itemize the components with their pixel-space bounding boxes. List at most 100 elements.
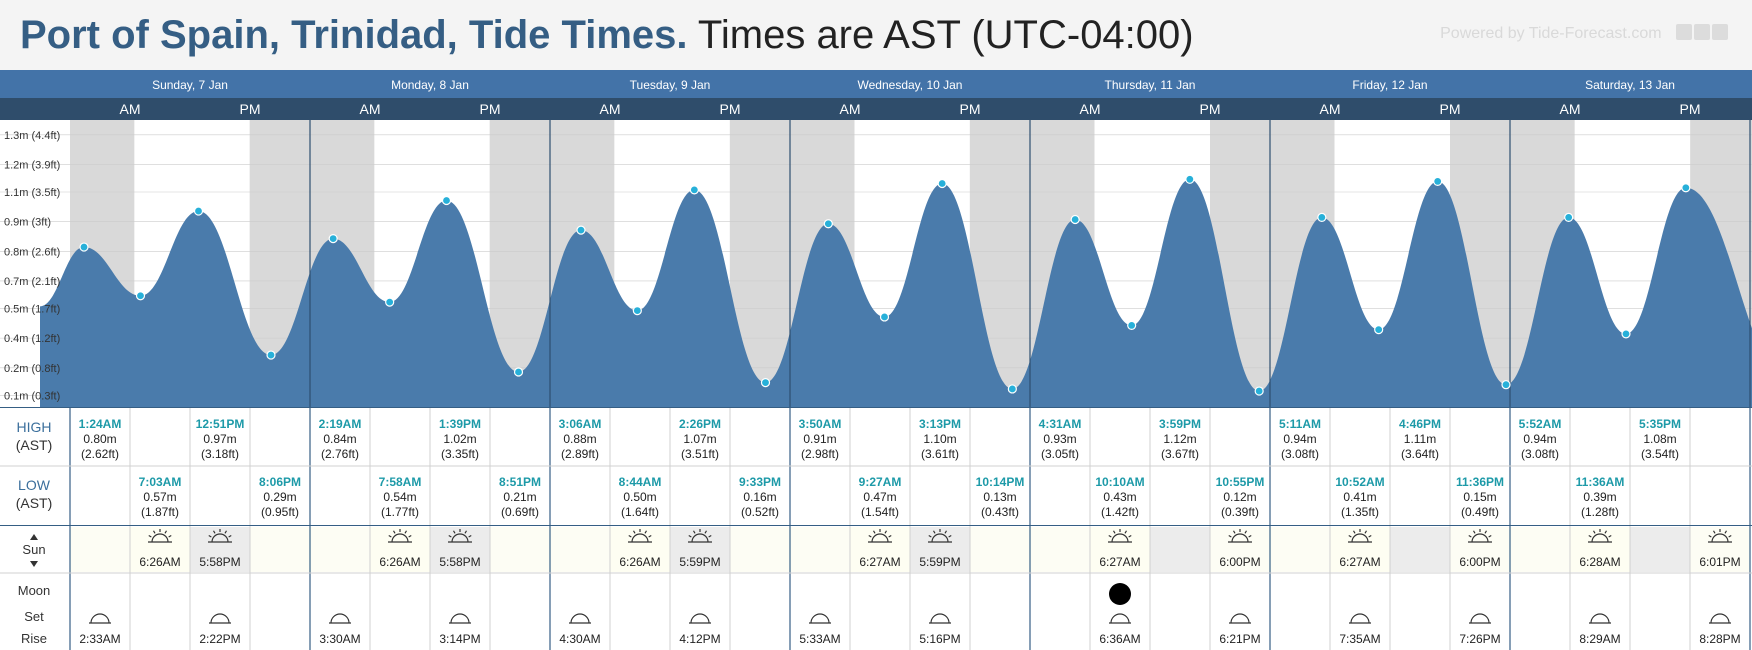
high-tide-marker	[1185, 174, 1195, 184]
high-tide-height-ft: (2.89ft)	[561, 447, 599, 461]
sun-icon	[691, 533, 709, 543]
sun-ray	[1228, 534, 1232, 538]
moon-icon	[330, 613, 350, 624]
share-icon[interactable]	[1676, 24, 1692, 40]
high-tide-height-m: 0.80m	[83, 432, 116, 446]
sun-ray	[1592, 530, 1596, 534]
sunrise-time: 6:28AM	[1579, 555, 1620, 569]
low-tide-time: 8:51PM	[499, 475, 541, 489]
high-tide-time: 5:11AM	[1279, 417, 1321, 431]
high-tide-height-m: 1.10m	[923, 432, 956, 446]
low-tide-height-m: 0.29m	[263, 490, 296, 504]
low-tide-time: 8:06PM	[259, 475, 301, 489]
y-tick-label: 0.4m (1.2ft)	[4, 333, 60, 345]
pm-label: PM	[480, 101, 501, 117]
sun-ray	[884, 530, 888, 534]
sunset-time: 6:01PM	[1699, 555, 1740, 569]
moonrise-time: 2:33AM	[79, 632, 120, 646]
high-tide-marker	[79, 242, 89, 252]
day-label: Tuesday, 9 Jan	[630, 78, 711, 92]
sunrise-time: 6:26AM	[619, 555, 660, 569]
y-tick-label: 1.2m (3.9ft)	[4, 159, 60, 171]
high-tide-height-m: 0.88m	[563, 432, 596, 446]
tide-area	[40, 179, 1752, 408]
moon-icon	[570, 613, 590, 624]
low-tide-time: 10:10AM	[1095, 475, 1144, 489]
sun-night-cell	[1510, 527, 1570, 572]
high-tide-time: 2:19AM	[319, 417, 362, 431]
sun-ray	[1364, 530, 1368, 534]
y-tick-label: 0.1m (0.3ft)	[4, 390, 60, 402]
sunset-time: 6:00PM	[1219, 555, 1260, 569]
low-tide-marker	[1007, 384, 1017, 394]
high-tide-height-m: 0.97m	[203, 432, 236, 446]
sun-night-cell	[1270, 527, 1330, 572]
share-icon[interactable]	[1712, 24, 1728, 40]
high-tide-height-m: 1.07m	[683, 432, 716, 446]
sun-night-cell	[490, 527, 550, 572]
high-tide-height-ft: (3.08ft)	[1281, 447, 1319, 461]
sun-ray	[224, 530, 228, 534]
day-header-band	[0, 70, 1752, 98]
low-tide-time: 10:52AM	[1335, 475, 1384, 489]
sun-night-cell	[310, 527, 370, 572]
sun-ray	[152, 530, 156, 534]
sun-ray	[708, 534, 712, 538]
sun-icon	[1591, 533, 1609, 543]
low-tide-marker	[1621, 329, 1631, 339]
high-tide-time: 5:35PM	[1639, 417, 1681, 431]
low-tide-height-ft: (1.54ft)	[861, 505, 899, 519]
am-label: AM	[120, 101, 141, 117]
powered-by-link[interactable]: Powered by Tide-Forecast.com	[1440, 24, 1728, 43]
high-tide-time: 12:51PM	[196, 417, 245, 431]
sun-night-cell	[550, 527, 610, 572]
sun-ray	[688, 534, 692, 538]
sun-ray	[1248, 534, 1252, 538]
high-tide-height-ft: (2.98ft)	[801, 447, 839, 461]
sun-icon	[211, 533, 229, 543]
moon-icon	[1350, 613, 1370, 624]
sun-ray	[148, 534, 152, 538]
sun-ray	[1488, 534, 1492, 538]
low-tide-height-m: 0.41m	[1343, 490, 1376, 504]
high-tide-marker	[1681, 183, 1691, 193]
high-tide-marker	[1433, 176, 1443, 187]
moon-icon	[1110, 613, 1130, 624]
sun-set-cell	[1630, 527, 1690, 572]
low-tide-marker	[1374, 325, 1384, 335]
pm-label: PM	[1680, 101, 1701, 117]
sun-ray	[1608, 534, 1612, 538]
low-tide-height-m: 0.47m	[863, 490, 896, 504]
high-tide-height-ft: (3.54ft)	[1641, 447, 1679, 461]
sun-icon	[1711, 533, 1729, 543]
low-tide-marker	[1127, 320, 1137, 331]
sun-icon	[1471, 533, 1489, 543]
share-icon[interactable]	[1694, 24, 1710, 40]
moon-icon	[1230, 613, 1250, 624]
low-tide-height-ft: (1.28ft)	[1581, 505, 1619, 519]
day-label: Saturday, 13 Jan	[1585, 78, 1675, 92]
day-label: Wednesday, 10 Jan	[858, 78, 963, 92]
y-tick-label: 0.2m (0.8ft)	[4, 363, 60, 375]
high-tide-height-m: 0.94m	[1283, 432, 1316, 446]
pm-label: PM	[1440, 101, 1461, 117]
high-tide-height-m: 0.84m	[323, 432, 356, 446]
sun-ray	[932, 530, 936, 534]
sun-icon	[871, 533, 889, 543]
low-tide-marker	[385, 297, 395, 307]
high-tide-height-ft: (3.18ft)	[201, 447, 239, 461]
sunset-time: 5:58PM	[199, 555, 240, 569]
sun-ray	[644, 530, 648, 534]
low-tide-height-ft: (0.95ft)	[261, 505, 299, 519]
low-tide-height-ft: (0.52ft)	[741, 505, 779, 519]
pm-label: PM	[960, 101, 981, 117]
high-tide-height-m: 1.08m	[1643, 432, 1676, 446]
moonrise-time: 6:36AM	[1099, 632, 1140, 646]
sun-ray	[404, 530, 408, 534]
sun-ray	[944, 530, 948, 534]
moonset-time: 7:26PM	[1459, 632, 1500, 646]
am-label: AM	[600, 101, 621, 117]
sun-ray	[1588, 534, 1592, 538]
sun-ray	[388, 534, 392, 538]
high-tide-marker	[1317, 212, 1327, 223]
